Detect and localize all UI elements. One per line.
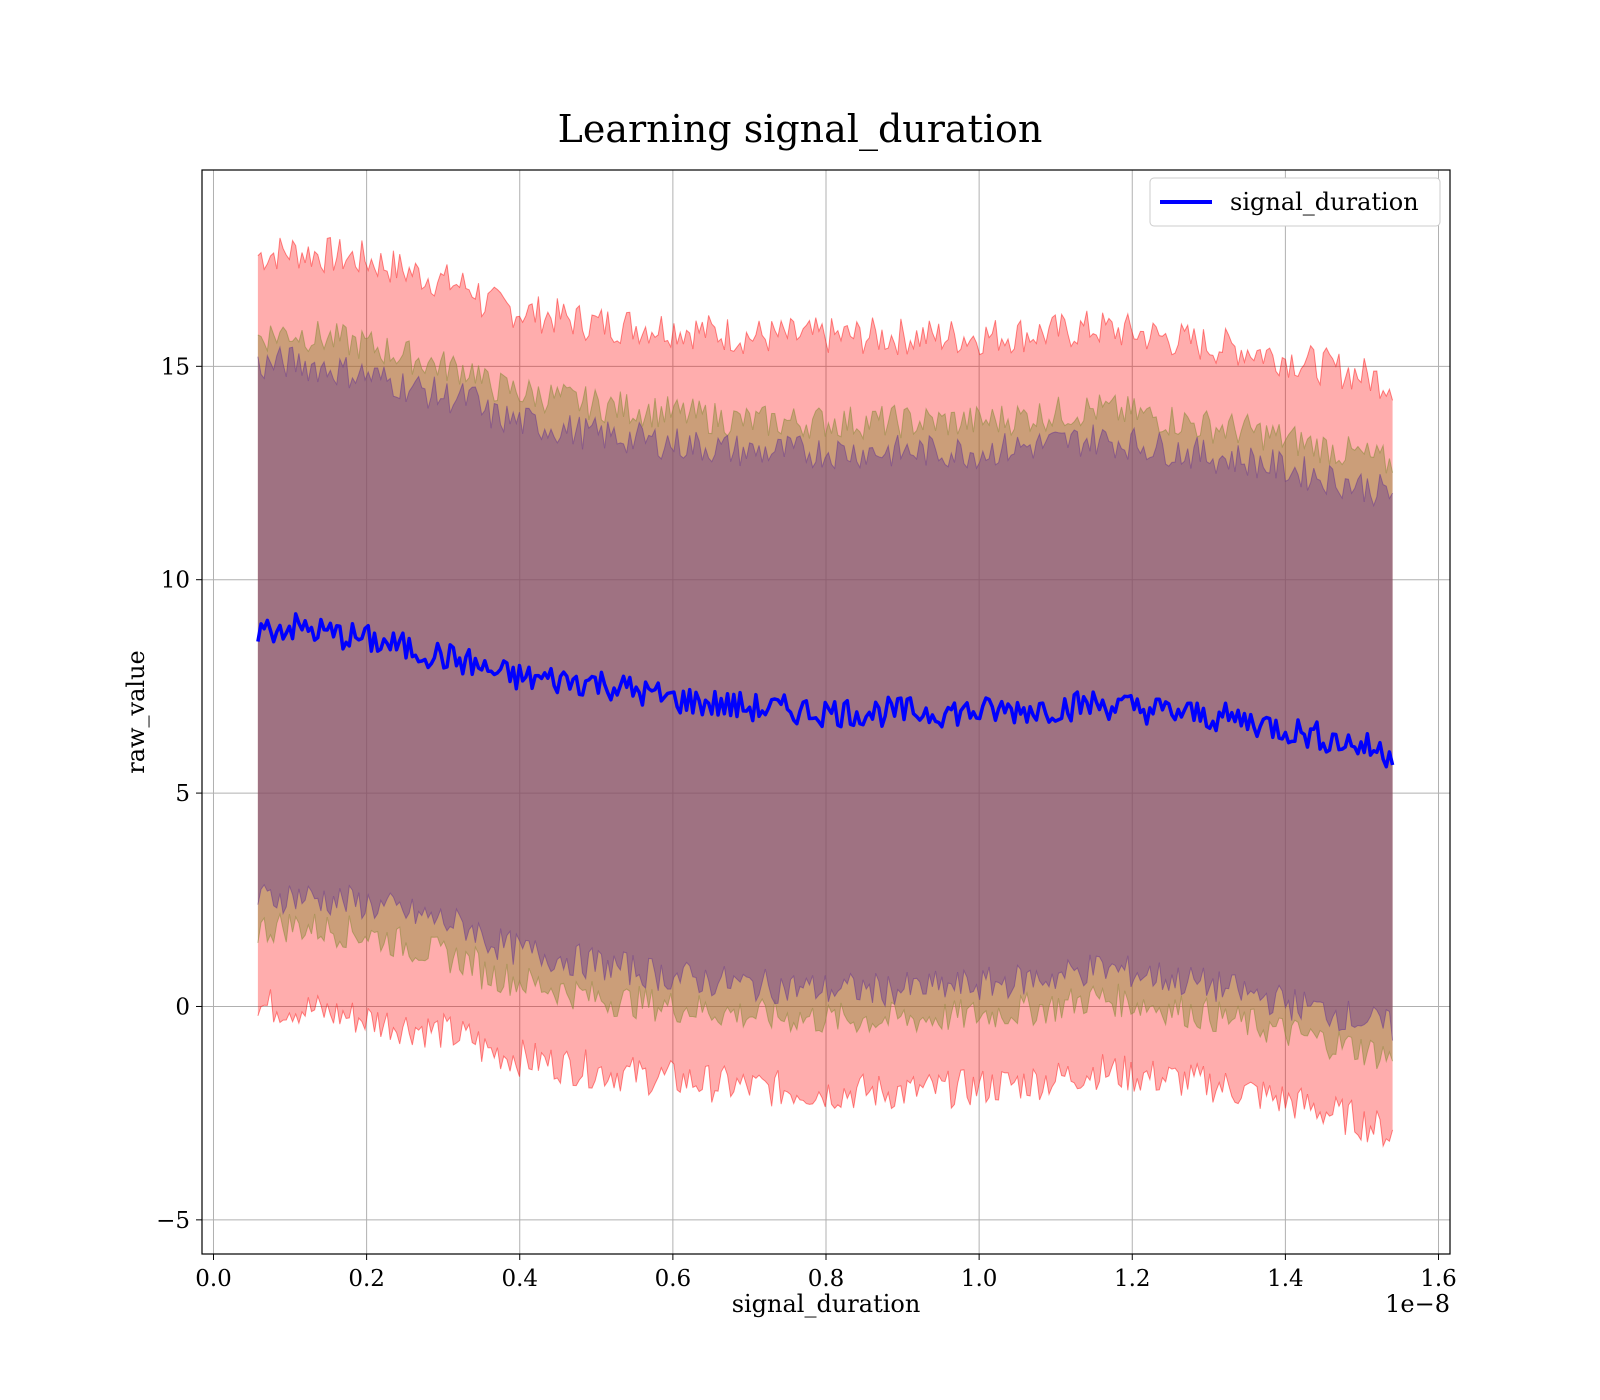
x-tick-label: 1.4 — [1267, 1266, 1304, 1292]
x-axis: 0.0 0.2 0.4 0.6 0.8 1.0 1.2 1.4 1.6 — [195, 1254, 1457, 1292]
grid — [202, 170, 1450, 1254]
x-tick-label: 0.4 — [501, 1266, 538, 1292]
band_outer-fill — [257, 237, 1393, 1147]
y-axis-label: raw_value — [122, 650, 150, 774]
band_middle-upper-edge — [257, 321, 1394, 474]
legend-label: signal_duration — [1230, 188, 1419, 216]
band_middle-lower-edge — [257, 912, 1394, 1070]
x-tick-label: 0.6 — [655, 1266, 692, 1292]
band_outer-lower-edge — [257, 989, 1394, 1148]
y-tick-label: 5 — [175, 781, 190, 807]
x-tick-label: 1.0 — [961, 1266, 998, 1292]
band_inner-lower-edge — [257, 883, 1394, 1041]
x-tick-label: 0.8 — [808, 1266, 845, 1292]
y-tick-label: 15 — [161, 354, 190, 380]
band_middle-fill — [257, 321, 1393, 1069]
x-tick-label: 1.2 — [1114, 1266, 1151, 1292]
x-tick-label: 1.6 — [1420, 1266, 1457, 1292]
mean-series — [256, 612, 1395, 769]
x-tick-label: 0.2 — [348, 1266, 385, 1292]
legend: signal_duration — [1149, 177, 1441, 227]
chart-title: Learning signal_duration — [558, 107, 1043, 152]
band_outer-upper-edge — [257, 236, 1394, 401]
y-tick-label: −5 — [156, 1208, 190, 1234]
y-tick-label: 0 — [175, 994, 190, 1020]
band_inner-upper-edge — [257, 345, 1394, 508]
x-axis-label: signal_duration — [732, 1290, 921, 1318]
y-axis: −5 0 5 10 15 — [156, 354, 202, 1234]
x-offset-text: 1e−8 — [1385, 1290, 1450, 1318]
y-tick-label: 10 — [161, 568, 190, 594]
mean-line — [256, 612, 1395, 769]
band_inner-fill — [257, 347, 1393, 1041]
bands — [257, 236, 1394, 1148]
x-tick-label: 0.0 — [195, 1266, 232, 1292]
legend-box — [1149, 177, 1441, 227]
